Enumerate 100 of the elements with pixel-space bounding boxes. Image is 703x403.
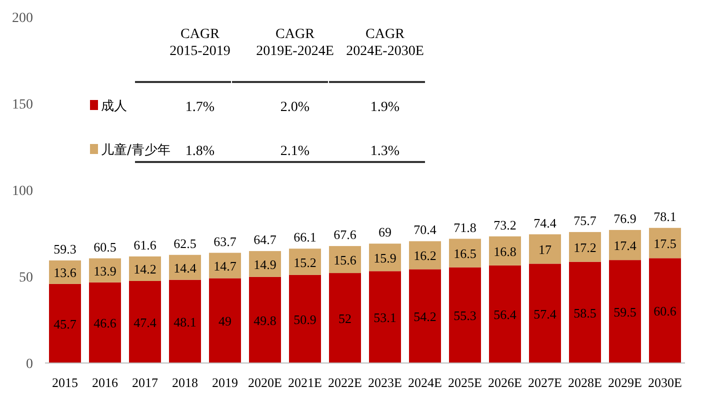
bar	[89, 282, 121, 363]
annotation: CAGR 2019E-2024E	[256, 27, 334, 59]
annotation: 1.3%	[370, 144, 400, 159]
bar	[129, 281, 161, 363]
x-tick-label: 2027E	[528, 375, 562, 390]
bar	[489, 265, 521, 363]
data-label: 49.8	[254, 312, 276, 328]
bar	[409, 269, 441, 363]
bar	[449, 267, 481, 363]
total-label: 73.2	[494, 217, 516, 232]
bar	[129, 256, 161, 281]
data-label: 15.2	[294, 254, 316, 270]
total-label: 69	[378, 224, 392, 240]
x-tick-label: 2023E	[368, 375, 402, 390]
data-label: 49	[218, 314, 232, 329]
x-tick-label: 2015	[52, 375, 78, 390]
legend-label: 成人	[101, 99, 127, 114]
data-label: 46.6	[94, 316, 117, 331]
bar	[649, 258, 681, 363]
bar	[289, 248, 321, 275]
data-label: 53.1	[374, 310, 396, 326]
annotation: 1.9%	[370, 100, 400, 115]
data-label: 55.3	[454, 308, 476, 324]
data-label: 14.7	[214, 258, 237, 274]
annotation: CAGR 2024E-2030E	[346, 27, 424, 59]
data-label: 14.9	[254, 256, 276, 272]
annotation: 1.7%	[185, 100, 215, 115]
total-label: 75.7	[574, 213, 597, 228]
data-label: 17.2	[574, 240, 596, 255]
data-label: 16.5	[454, 246, 476, 262]
data-label: 14.4	[174, 260, 197, 276]
bar	[529, 234, 561, 264]
data-label: 54.2	[414, 309, 436, 324]
bar	[649, 228, 681, 258]
bar	[489, 236, 521, 266]
annotation: CAGR 2015-2019	[170, 27, 230, 59]
total-label: 59.3	[54, 241, 76, 256]
total-label: 71.8	[454, 220, 476, 235]
x-tick-label: 2028E	[568, 375, 602, 390]
bar	[609, 260, 641, 363]
x-tick-label: 2029E	[608, 375, 642, 390]
bar	[169, 280, 201, 363]
total-label: 70.4	[414, 222, 437, 238]
total-label: 66.1	[294, 230, 316, 245]
bar	[209, 278, 241, 363]
data-label: 60.6	[654, 304, 677, 319]
annotation: 2.0%	[280, 100, 310, 115]
data-label: 15.9	[374, 250, 396, 266]
x-tick-label: 2016	[92, 375, 118, 390]
y-tick-label: 50	[19, 270, 33, 286]
x-tick-label: 2021E	[288, 375, 322, 390]
x-tick-label: 2030E	[648, 375, 682, 390]
bar	[329, 273, 361, 363]
y-tick-label: 200	[12, 11, 33, 26]
data-label: 52	[338, 311, 352, 326]
bar	[289, 274, 321, 363]
x-tick-label: 2019	[212, 375, 238, 390]
data-label: 15.6	[334, 252, 357, 268]
annotation: 1.8%	[185, 144, 215, 159]
x-tick-label: 2025E	[448, 375, 482, 390]
total-label: 61.6	[134, 237, 157, 252]
bar	[449, 238, 481, 268]
data-label: 57.4	[534, 306, 557, 322]
bar	[249, 251, 281, 277]
data-label: 17.5	[654, 236, 676, 252]
bar	[249, 276, 281, 363]
legend-label: 儿童/青少年	[101, 142, 170, 158]
total-label: 62.5	[174, 236, 196, 251]
y-tick-label: 150	[12, 98, 33, 112]
bar	[329, 246, 361, 274]
annotation: 2.1%	[280, 144, 310, 159]
total-label: 64.7	[254, 232, 277, 248]
data-label: 13.6	[54, 265, 77, 280]
y-tick-label: 100	[12, 184, 33, 199]
bar	[569, 232, 601, 262]
total-label: 74.4	[534, 215, 557, 230]
x-tick-label: 2026E	[488, 375, 522, 390]
x-tick-label: 2017	[132, 375, 158, 390]
bar	[569, 262, 601, 363]
x-tick-label: 2020E	[248, 375, 282, 390]
bar	[89, 258, 121, 282]
x-tick-label: 2024E	[408, 375, 442, 390]
bar	[49, 284, 81, 363]
data-label: 17.4	[614, 238, 637, 254]
total-label: 78.1	[654, 208, 676, 224]
x-tick-label: 2018	[172, 375, 198, 390]
y-tick-label: 0	[26, 357, 33, 372]
data-label: 58.5	[574, 305, 596, 320]
total-label: 67.6	[334, 227, 357, 242]
total-label: 60.5	[94, 239, 116, 254]
data-label: 48.1	[174, 314, 196, 330]
bar	[369, 271, 401, 363]
data-label: 50.9	[294, 312, 316, 327]
total-label: 63.7	[214, 234, 237, 249]
bar	[209, 252, 241, 278]
data-label: 47.4	[134, 315, 157, 330]
total-label: 76.9	[614, 210, 636, 226]
x-tick-label: 2022E	[328, 375, 362, 390]
data-label: 56.4	[494, 307, 517, 322]
bar	[409, 241, 441, 270]
